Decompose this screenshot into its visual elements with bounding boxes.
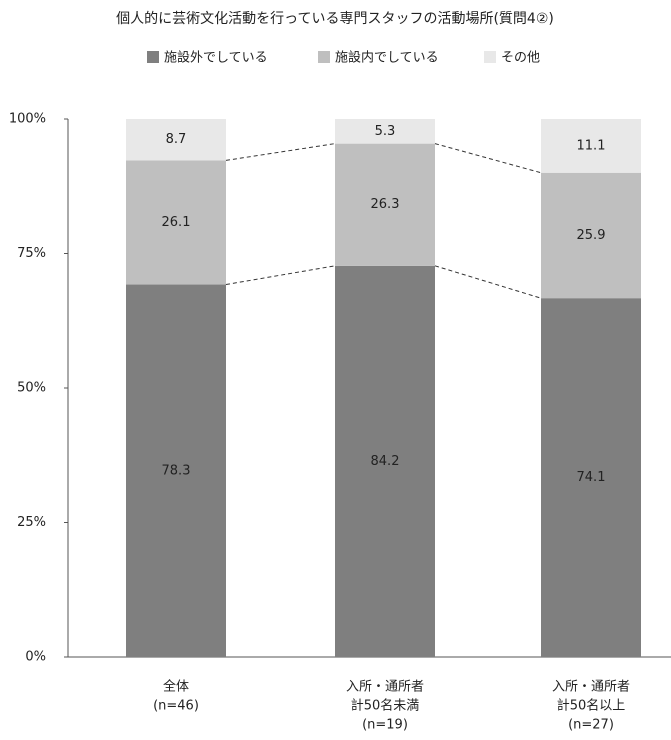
x-tick-label: (n=46) xyxy=(153,699,199,714)
data-label: 74.1 xyxy=(577,470,606,485)
legend-label: その他 xyxy=(501,51,540,66)
data-label: 84.2 xyxy=(371,454,400,469)
data-label: 5.3 xyxy=(375,124,396,139)
legend-swatch xyxy=(484,51,496,63)
data-label: 26.1 xyxy=(162,215,191,230)
x-tick-label: 全体 xyxy=(163,679,189,695)
x-tick-label: 計50名以上 xyxy=(557,698,626,714)
y-tick-label: 75% xyxy=(17,246,46,261)
x-tick-label: 入所・通所者 xyxy=(552,680,630,695)
connector xyxy=(434,265,542,299)
bar-segment xyxy=(335,143,435,266)
bar-segment xyxy=(126,284,226,657)
data-label: 11.1 xyxy=(577,138,606,153)
x-tick-label: 計50名未満 xyxy=(351,698,420,714)
y-tick-label: 100% xyxy=(9,112,46,127)
x-tick-label: 入所・通所者 xyxy=(346,680,424,695)
bar-segment xyxy=(541,119,641,173)
chart-title: 個人的に芸術文化活動を行っている専門スタッフの活動場所(質問4②) xyxy=(116,11,554,27)
bar-segment xyxy=(541,298,641,657)
connector xyxy=(225,143,336,161)
y-tick-label: 50% xyxy=(17,381,46,396)
bar-segment xyxy=(335,119,435,144)
bar-segment xyxy=(126,119,226,161)
data-label: 78.3 xyxy=(162,463,191,478)
legend-label: 施設外でしている xyxy=(164,50,268,66)
legend-swatch xyxy=(147,51,159,63)
legend-swatch xyxy=(318,51,330,63)
y-tick-label: 0% xyxy=(25,650,46,665)
bar-segment xyxy=(335,265,435,657)
data-label: 25.9 xyxy=(577,228,606,243)
connector xyxy=(434,143,542,174)
x-tick-label: (n=19) xyxy=(362,718,408,733)
y-tick-label: 25% xyxy=(17,515,46,530)
bar-segment xyxy=(126,160,226,285)
data-label: 8.7 xyxy=(166,132,187,147)
connector xyxy=(225,265,336,286)
x-tick-label: (n=27) xyxy=(568,718,614,733)
bar-segment xyxy=(541,172,641,299)
legend-label: 施設内でしている xyxy=(335,50,439,66)
data-label: 26.3 xyxy=(371,197,400,212)
